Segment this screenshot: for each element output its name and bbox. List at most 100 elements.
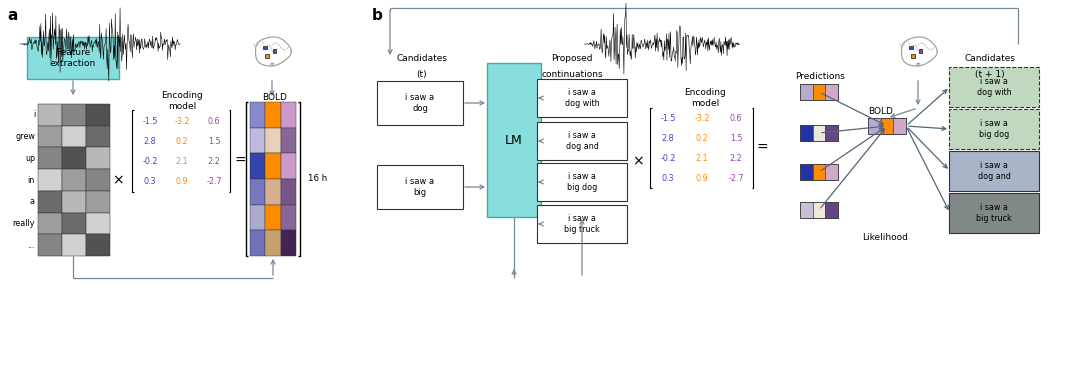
Text: continuations: continuations <box>541 70 603 78</box>
Text: i saw a
dog with: i saw a dog with <box>565 88 599 108</box>
Text: Feature
extraction: Feature extraction <box>50 48 96 68</box>
FancyBboxPatch shape <box>537 122 627 160</box>
Bar <box>825 164 838 180</box>
FancyBboxPatch shape <box>27 37 119 79</box>
Text: 1.5: 1.5 <box>730 134 742 142</box>
Text: BOLD: BOLD <box>868 107 893 116</box>
Bar <box>249 205 266 230</box>
FancyBboxPatch shape <box>377 165 463 209</box>
Bar <box>86 147 110 169</box>
FancyBboxPatch shape <box>264 45 267 49</box>
FancyBboxPatch shape <box>949 193 1039 233</box>
Bar <box>38 213 62 234</box>
Bar <box>800 164 838 180</box>
Text: 0.6: 0.6 <box>730 113 742 123</box>
FancyBboxPatch shape <box>909 45 913 49</box>
Bar <box>812 164 825 180</box>
Text: =: = <box>234 154 246 168</box>
FancyBboxPatch shape <box>265 54 269 58</box>
Bar <box>868 118 880 134</box>
Bar <box>86 126 110 147</box>
Bar <box>800 202 838 218</box>
Text: Likelihood: Likelihood <box>862 234 908 243</box>
Text: i saw a
big: i saw a big <box>405 177 434 197</box>
Text: 2.1: 2.1 <box>696 153 708 163</box>
Bar <box>38 126 62 147</box>
Text: i saw a
big dog: i saw a big dog <box>567 172 597 192</box>
Text: 0.3: 0.3 <box>662 173 674 183</box>
Bar <box>86 104 110 126</box>
Bar <box>281 179 296 205</box>
Bar <box>62 191 86 213</box>
Text: -0.2: -0.2 <box>143 157 158 165</box>
Text: Encoding
model: Encoding model <box>161 91 203 111</box>
Bar <box>266 102 281 128</box>
Text: i saw a
dog with: i saw a dog with <box>976 77 1011 97</box>
Text: b: b <box>372 8 383 23</box>
FancyBboxPatch shape <box>910 54 915 58</box>
Text: i saw a
dog: i saw a dog <box>405 93 434 113</box>
Bar <box>812 84 825 100</box>
Bar <box>800 84 838 100</box>
Bar <box>812 125 825 141</box>
Text: BOLD: BOLD <box>262 93 287 102</box>
Bar <box>281 102 296 128</box>
Text: -2.7: -2.7 <box>206 176 221 186</box>
FancyBboxPatch shape <box>919 49 922 53</box>
Text: ...: ... <box>27 240 35 250</box>
Bar <box>800 164 812 180</box>
Bar <box>281 153 296 179</box>
Bar <box>825 125 838 141</box>
FancyBboxPatch shape <box>377 81 463 125</box>
Text: 0.2: 0.2 <box>696 134 708 142</box>
FancyBboxPatch shape <box>273 49 276 53</box>
Bar <box>249 230 266 256</box>
Text: LM: LM <box>505 134 523 146</box>
Text: i saw a
big dog: i saw a big dog <box>978 119 1009 139</box>
Bar <box>249 102 266 128</box>
Bar <box>62 147 86 169</box>
Text: -3.2: -3.2 <box>174 116 190 126</box>
Text: Proposed: Proposed <box>551 53 593 63</box>
Text: Candidates: Candidates <box>396 53 447 63</box>
Text: i saw a
dog and: i saw a dog and <box>977 161 1011 181</box>
FancyBboxPatch shape <box>949 151 1039 191</box>
Text: a: a <box>6 8 17 23</box>
Text: Encoding
model: Encoding model <box>684 88 726 108</box>
Text: really: really <box>13 219 35 228</box>
Bar <box>86 234 110 256</box>
Bar <box>62 213 86 234</box>
Text: in: in <box>28 176 35 184</box>
Text: 2.8: 2.8 <box>144 137 157 146</box>
Bar <box>800 125 812 141</box>
Bar <box>893 118 906 134</box>
Bar <box>868 118 906 134</box>
FancyBboxPatch shape <box>949 109 1039 149</box>
Bar <box>62 169 86 191</box>
Bar <box>249 128 266 153</box>
Bar <box>249 179 266 205</box>
Bar <box>812 202 825 218</box>
Bar <box>281 230 296 256</box>
Bar <box>38 169 62 191</box>
Text: 0.9: 0.9 <box>696 173 708 183</box>
Bar <box>249 153 266 179</box>
FancyBboxPatch shape <box>949 67 1039 107</box>
Text: a: a <box>30 197 35 206</box>
Bar <box>825 202 838 218</box>
Bar <box>281 128 296 153</box>
Bar <box>86 191 110 213</box>
Text: Candidates: Candidates <box>964 53 1015 63</box>
Bar <box>86 213 110 234</box>
Text: (t): (t) <box>417 70 428 78</box>
FancyBboxPatch shape <box>537 79 627 117</box>
Bar <box>800 202 812 218</box>
Text: 0.2: 0.2 <box>176 137 188 146</box>
Bar <box>825 84 838 100</box>
Bar <box>281 205 296 230</box>
Bar <box>800 84 812 100</box>
Bar <box>266 205 281 230</box>
Text: 1.5: 1.5 <box>207 137 220 146</box>
Text: 0.6: 0.6 <box>207 116 220 126</box>
Text: 2.8: 2.8 <box>662 134 674 142</box>
